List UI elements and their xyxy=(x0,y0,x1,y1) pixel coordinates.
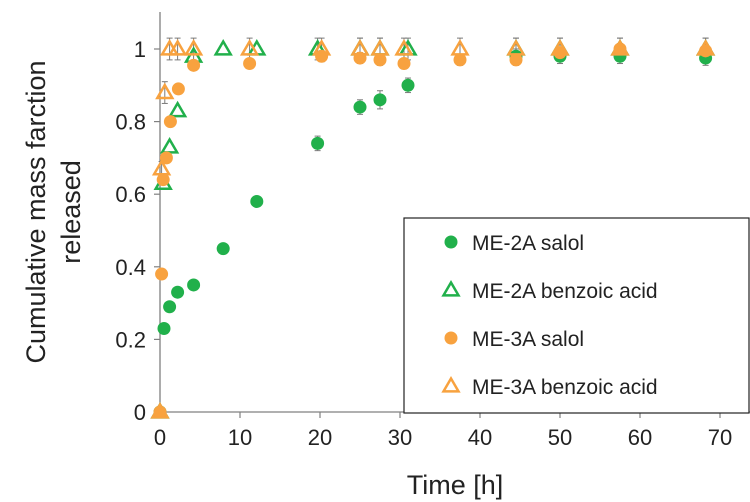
point-s3-p14 xyxy=(610,39,630,56)
legend-label-2: ME-3A salol xyxy=(472,328,584,351)
point-s0-p8 xyxy=(353,100,367,114)
point-s0-p4 xyxy=(187,278,201,292)
y-tick-label-0: 0 xyxy=(134,400,146,425)
point-s3-p10 xyxy=(394,39,414,56)
legend-marker-1 xyxy=(441,280,461,297)
legend-marker-3 xyxy=(441,376,461,393)
point-s3-p13 xyxy=(550,39,570,56)
legend-label-1: ME-2A benzoic acid xyxy=(472,280,658,303)
point-s0-p7 xyxy=(311,136,325,150)
x-axis-label: Time [h] xyxy=(407,470,504,500)
point-s3-p12 xyxy=(506,39,526,56)
point-s3-p8 xyxy=(350,39,370,56)
y-tick-label-5: 1 xyxy=(134,37,146,62)
legend-label-0: ME-2A salol xyxy=(472,232,584,255)
point-s1-p3 xyxy=(167,100,188,118)
point-s3-p11 xyxy=(450,39,470,56)
point-s2-p3 xyxy=(159,151,173,165)
point-s1-p2 xyxy=(159,137,180,154)
x-tick-label-6: 60 xyxy=(628,425,652,450)
point-s2-p2 xyxy=(156,173,170,187)
point-s2-p11 xyxy=(397,57,411,71)
point-s1-p5 xyxy=(213,39,233,56)
y-axis-label-line-2: released xyxy=(56,160,86,264)
point-s2-p7 xyxy=(243,57,257,71)
y-axis-label-line-1: Cumulative mass farction xyxy=(21,60,51,363)
point-s3-p7 xyxy=(311,39,332,56)
legend-label-3: ME-3A benzoic acid xyxy=(472,376,658,399)
point-s2-p6 xyxy=(187,58,201,72)
x-tick-label-2: 20 xyxy=(308,425,332,450)
y-tick-label-4: 0.8 xyxy=(115,110,146,135)
point-s0-p9 xyxy=(373,93,387,107)
x-tick-label-7: 70 xyxy=(708,425,732,450)
point-s2-p5 xyxy=(171,82,185,96)
error-bars xyxy=(158,37,709,177)
point-s2-p1 xyxy=(155,267,169,281)
point-s3-p1 xyxy=(151,158,172,176)
x-tick-label-5: 50 xyxy=(548,425,572,450)
point-s3-p9 xyxy=(370,39,390,56)
point-s3-p0 xyxy=(150,402,170,419)
point-s0-p5 xyxy=(216,242,230,256)
point-s0-p3 xyxy=(171,285,185,299)
y-tick-label-3: 0.6 xyxy=(115,182,146,207)
point-s2-p13 xyxy=(509,53,523,67)
point-s0-p6 xyxy=(250,194,264,208)
y-tick-label-1: 0.2 xyxy=(115,327,146,352)
y-tick-label-2: 0.4 xyxy=(115,255,146,280)
legend-box xyxy=(403,217,750,414)
point-s3-p2 xyxy=(155,82,175,100)
point-s0-p1 xyxy=(157,322,171,336)
point-s3-p5 xyxy=(183,39,204,56)
point-s3-p4 xyxy=(167,39,188,56)
point-s2-p4 xyxy=(163,115,177,129)
point-s2-p10 xyxy=(373,53,387,67)
data-points xyxy=(150,39,716,419)
x-tick-label-1: 10 xyxy=(228,425,252,450)
legend: ME-2A salol ME-2A benzoic acid ME-3A salol… xyxy=(403,217,750,414)
axes: 0 10 20 30 40 50 60 70 0 0.2 0.4 0.6 0.8 1 xyxy=(115,12,750,450)
point-s2-p8 xyxy=(315,49,329,63)
point-s3-p6 xyxy=(239,39,260,56)
x-tick-label-0: 0 xyxy=(154,425,166,450)
legend-marker-2 xyxy=(444,331,458,345)
x-tick-label-3: 30 xyxy=(388,425,412,450)
point-s0-p10 xyxy=(401,78,415,92)
point-s2-p12 xyxy=(453,53,467,67)
point-s0-p2 xyxy=(163,300,177,314)
x-tick-label-4: 40 xyxy=(468,425,492,450)
point-s3-p15 xyxy=(695,39,716,56)
legend-marker-0 xyxy=(444,235,458,249)
